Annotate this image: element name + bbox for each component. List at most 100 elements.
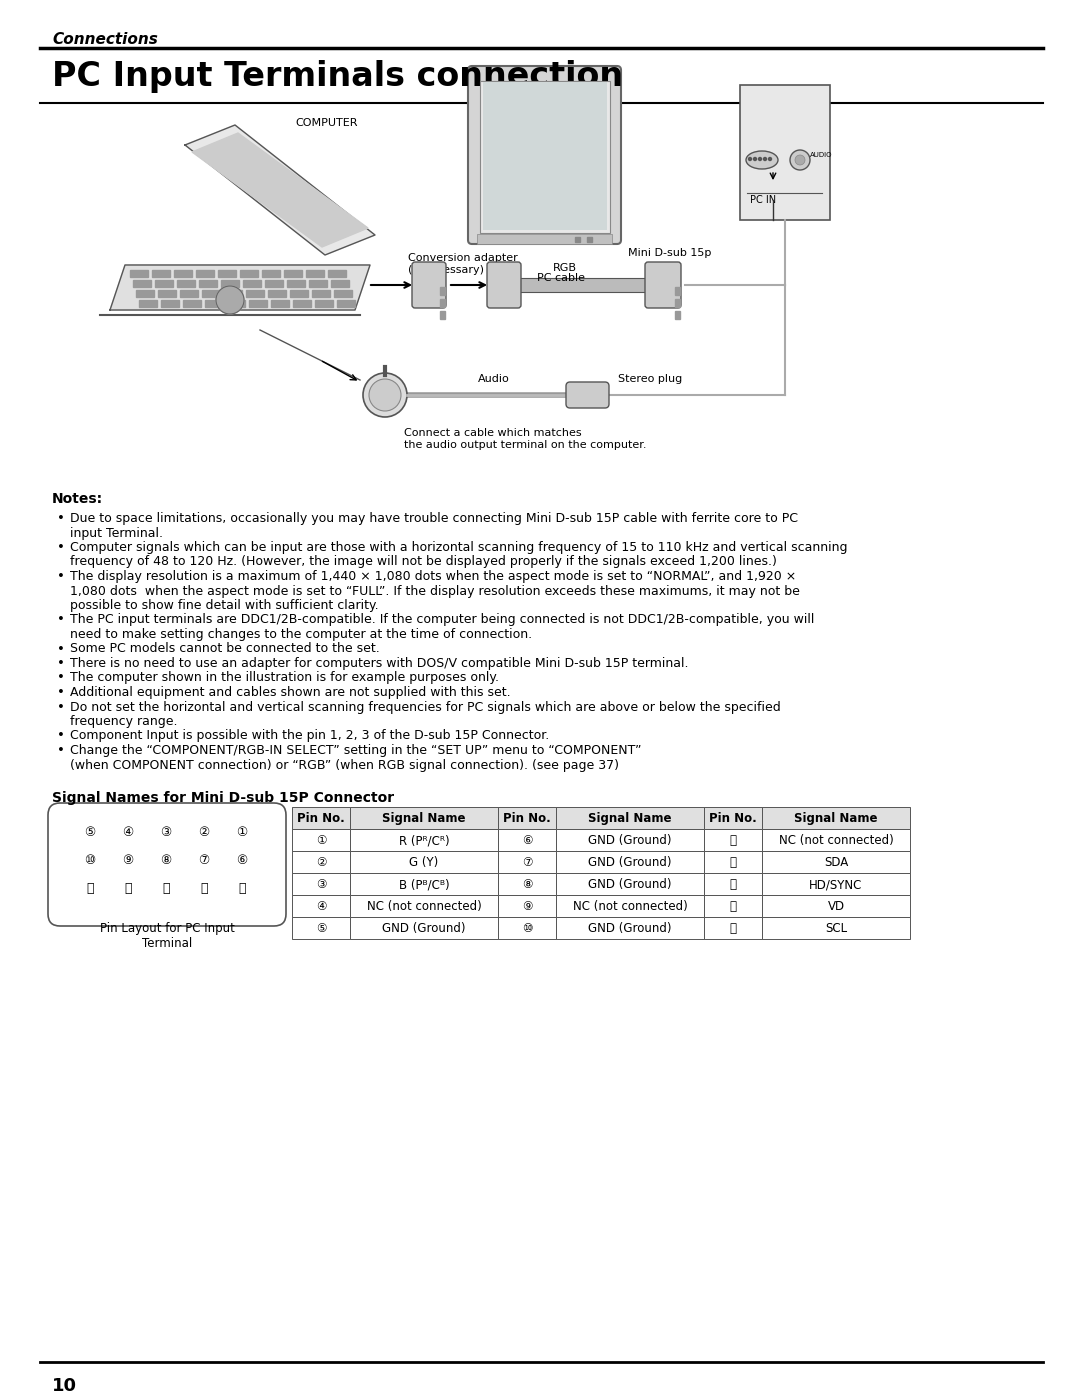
Text: Pin No.: Pin No. <box>503 812 551 826</box>
Text: Stereo plug: Stereo plug <box>618 374 683 384</box>
Polygon shape <box>293 300 311 307</box>
Polygon shape <box>306 270 324 277</box>
Bar <box>675 299 680 307</box>
Text: ⑭: ⑭ <box>729 900 737 914</box>
Circle shape <box>795 155 805 165</box>
Text: frequency of 48 to 120 Hz. (However, the image will not be displayed properly if: frequency of 48 to 120 Hz. (However, the… <box>70 556 777 569</box>
Bar <box>498 895 556 916</box>
Polygon shape <box>156 279 173 286</box>
Polygon shape <box>337 300 355 307</box>
Polygon shape <box>309 279 327 286</box>
FancyBboxPatch shape <box>645 263 681 307</box>
Bar <box>498 873 556 895</box>
Polygon shape <box>328 270 346 277</box>
Circle shape <box>789 149 810 170</box>
Text: ⑪: ⑪ <box>729 834 737 847</box>
Text: ⑨: ⑨ <box>122 855 134 868</box>
Text: Notes:: Notes: <box>52 492 103 506</box>
Bar <box>704 873 762 895</box>
Bar <box>292 873 350 895</box>
Bar <box>480 81 610 233</box>
Text: SCL: SCL <box>825 922 847 935</box>
Text: 10: 10 <box>52 1377 77 1396</box>
FancyBboxPatch shape <box>566 381 609 408</box>
Polygon shape <box>262 270 280 277</box>
Text: (when COMPONENT connection) or “RGB” (when RGB signal connection). (see page 37): (when COMPONENT connection) or “RGB” (wh… <box>70 759 619 771</box>
Text: Some PC models cannot be connected to the set.: Some PC models cannot be connected to th… <box>70 643 380 655</box>
Polygon shape <box>265 279 283 286</box>
Text: Signal Name: Signal Name <box>589 812 672 826</box>
Text: input Terminal.: input Terminal. <box>70 527 163 539</box>
Polygon shape <box>174 270 192 277</box>
Text: ⑤: ⑤ <box>315 922 326 935</box>
Text: ⑦: ⑦ <box>522 856 532 869</box>
Text: COMPUTER: COMPUTER <box>295 117 357 129</box>
Bar <box>498 916 556 939</box>
Bar <box>556 851 704 873</box>
Text: ⑦: ⑦ <box>199 855 210 868</box>
Text: ⑮: ⑮ <box>86 883 94 895</box>
Bar <box>762 895 910 916</box>
Text: ⑩: ⑩ <box>84 855 96 868</box>
Bar <box>556 828 704 851</box>
Text: PC IN: PC IN <box>750 196 777 205</box>
Text: Due to space limitations, occasionally you may have trouble connecting Mini D-su: Due to space limitations, occasionally y… <box>70 511 798 525</box>
Text: ⑬: ⑬ <box>729 877 737 891</box>
Text: Change the “COMPONENT/RGB-IN SELECT” setting in the “SET UP” menu to “COMPONENT”: Change the “COMPONENT/RGB-IN SELECT” set… <box>70 745 642 757</box>
Polygon shape <box>183 300 201 307</box>
Bar <box>292 851 350 873</box>
Text: Connect a cable which matches
the audio output terminal on the computer.: Connect a cable which matches the audio … <box>404 427 647 450</box>
Bar <box>477 235 612 244</box>
Circle shape <box>748 158 752 161</box>
Text: ⑥: ⑥ <box>522 834 532 847</box>
Polygon shape <box>240 270 258 277</box>
Text: VD: VD <box>827 900 845 914</box>
Text: •: • <box>57 541 65 555</box>
Text: Component Input is possible with the pin 1, 2, 3 of the D-sub 15P Connector.: Component Input is possible with the pin… <box>70 729 550 742</box>
Text: ③: ③ <box>160 827 172 840</box>
Bar <box>518 278 648 292</box>
Text: possible to show fine detail with sufficient clarity.: possible to show fine detail with suffic… <box>70 599 379 612</box>
Polygon shape <box>224 291 242 298</box>
Polygon shape <box>312 291 330 298</box>
Text: •: • <box>57 745 65 757</box>
Text: ⑭: ⑭ <box>124 883 132 895</box>
Bar <box>704 807 762 828</box>
Bar <box>350 828 498 851</box>
Text: The PC input terminals are DDC1/2B-compatible. If the computer being connected i: The PC input terminals are DDC1/2B-compa… <box>70 613 814 626</box>
Polygon shape <box>110 265 370 310</box>
Bar <box>498 807 556 828</box>
Text: Signal Name: Signal Name <box>382 812 465 826</box>
Polygon shape <box>130 270 148 277</box>
Bar <box>704 916 762 939</box>
Text: ⑥: ⑥ <box>237 855 247 868</box>
Text: ②: ② <box>315 856 326 869</box>
Text: ⑫: ⑫ <box>200 883 207 895</box>
Polygon shape <box>199 279 217 286</box>
Text: ⑮: ⑮ <box>729 922 737 935</box>
Text: Conversion adapter
(if necessary): Conversion adapter (if necessary) <box>408 253 517 275</box>
Text: •: • <box>57 643 65 655</box>
Text: GND (Ground): GND (Ground) <box>589 834 672 847</box>
Text: ⑤: ⑤ <box>84 827 96 840</box>
Bar <box>292 916 350 939</box>
Text: GND (Ground): GND (Ground) <box>382 922 465 935</box>
Bar <box>556 916 704 939</box>
Bar <box>440 312 445 319</box>
Polygon shape <box>205 300 222 307</box>
Bar <box>704 851 762 873</box>
Text: ⑧: ⑧ <box>160 855 172 868</box>
Text: PC cable: PC cable <box>537 272 585 284</box>
FancyBboxPatch shape <box>487 263 521 307</box>
Text: Computer signals which can be input are those with a horizontal scanning frequen: Computer signals which can be input are … <box>70 541 848 555</box>
Text: RGB: RGB <box>553 263 577 272</box>
Polygon shape <box>136 291 154 298</box>
Text: Pin Layout for PC Input
Terminal: Pin Layout for PC Input Terminal <box>99 922 234 950</box>
Bar <box>762 916 910 939</box>
Text: •: • <box>57 700 65 714</box>
Polygon shape <box>195 270 214 277</box>
Text: ⑫: ⑫ <box>729 856 737 869</box>
Text: ③: ③ <box>315 877 326 891</box>
Polygon shape <box>243 279 261 286</box>
Text: Signal Names for Mini D-sub 15P Connector: Signal Names for Mini D-sub 15P Connecto… <box>52 791 394 805</box>
